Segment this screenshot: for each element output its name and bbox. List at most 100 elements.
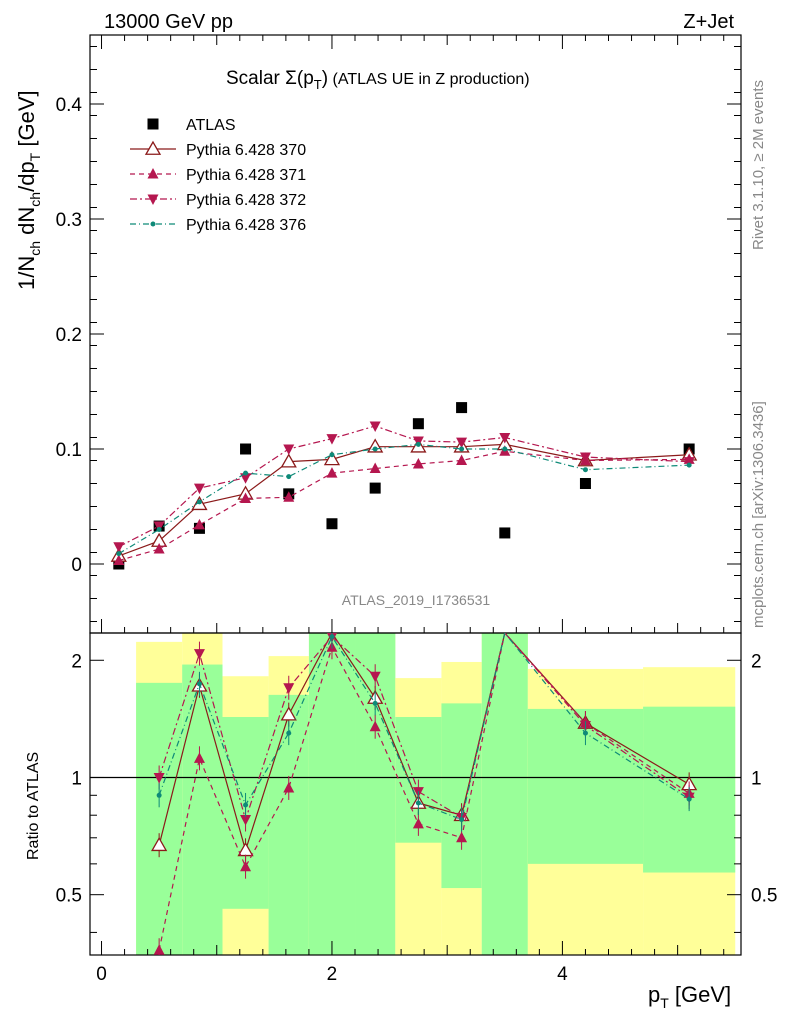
x-tick-label: 0	[96, 964, 107, 985]
ratio-data-point	[153, 772, 165, 784]
main-data-point	[116, 551, 122, 557]
main-data-point	[240, 443, 252, 455]
ratio-data-point	[686, 796, 692, 802]
legend-label: Pythia 6.428 370	[186, 142, 306, 159]
main-series-layer	[110, 402, 698, 570]
main-data-point	[369, 421, 381, 432]
ratio-y-tick-label-right: 0.5	[751, 886, 777, 907]
main-data-point	[582, 467, 588, 473]
band-green	[136, 682, 183, 955]
main-y-tick-label: 0.1	[56, 440, 82, 461]
ratio-data-point	[156, 792, 162, 798]
main-series-line	[118, 443, 690, 557]
main-data-point	[193, 483, 205, 495]
main-data-point	[280, 453, 297, 468]
legend-item: Pythia 6.428 370	[130, 140, 306, 159]
main-data-point	[579, 452, 591, 464]
x-tick-label: 4	[557, 964, 568, 985]
main-data-point	[369, 462, 381, 474]
ratio-data-point	[456, 831, 468, 843]
main-data-point	[113, 542, 125, 553]
band-green	[182, 664, 223, 955]
band-green	[481, 633, 528, 955]
ratio-data-point	[193, 752, 205, 763]
legend: ATLAS Pythia 6.428 370 Pythia 6.428 371 Pyt…	[130, 117, 306, 234]
main-data-point	[415, 441, 421, 447]
main-series-3	[113, 421, 695, 553]
main-data-point	[283, 444, 295, 455]
main-data-point	[326, 518, 338, 530]
ratio-data-point	[243, 802, 249, 808]
main-data-point	[686, 462, 692, 468]
main-data-point	[459, 446, 465, 452]
ratio-data-point	[196, 681, 202, 687]
ratio-y-tick-label-right: 2	[751, 651, 762, 672]
main-y-tick-label: 0.3	[56, 210, 82, 231]
legend-item: ATLAS	[147, 117, 236, 134]
ratio-data-point	[415, 800, 421, 806]
main-data-point	[153, 543, 165, 554]
main-y-tick-label: 0.4	[56, 95, 83, 116]
main-y-tick-label: 0.2	[56, 325, 82, 346]
analysis-id: ATLAS_2019_I1736531	[342, 592, 491, 608]
legend-item: Pythia 6.428 371	[130, 167, 306, 184]
ratio-data-point	[240, 814, 252, 826]
main-data-point	[240, 492, 252, 503]
ratio-data-point	[582, 730, 588, 736]
ratio-data-point	[153, 944, 165, 955]
main-data-point	[329, 452, 335, 458]
ratio-y-tick-label: 2	[71, 651, 82, 672]
legend-item: Pythia 6.428 372	[130, 192, 306, 209]
ratio-data-point	[240, 860, 252, 872]
ratio-y-tick-label: 1	[71, 768, 82, 789]
ratio-data-point	[283, 781, 295, 793]
ratio-data-point	[151, 836, 168, 852]
x-tick-label: 2	[327, 964, 338, 985]
main-series-line	[118, 443, 690, 555]
main-data-point	[412, 418, 424, 430]
legend-marker	[144, 140, 162, 155]
main-y-axis-label: 1/Nch dNch/dpT [GeV]	[14, 90, 43, 290]
legend-label: Pythia 6.428 376	[186, 217, 306, 234]
legend-label: ATLAS	[186, 117, 236, 134]
main-data-point	[156, 527, 162, 532]
main-data-point	[372, 446, 378, 452]
legend-marker	[150, 221, 156, 227]
plot-title: Scalar Σ(pT) (ATLAS UE in Z production)	[226, 68, 530, 92]
ratio-y-axis-label: Ratio to ATLAS	[25, 752, 42, 860]
ratio-y-tick-label: 0.5	[56, 886, 82, 907]
legend-marker	[147, 168, 159, 179]
main-data-point	[502, 446, 508, 452]
header-right: Z+Jet	[683, 11, 734, 33]
main-data-point	[499, 527, 511, 539]
main-data-point	[579, 478, 591, 489]
legend-item: Pythia 6.428 376	[130, 217, 306, 234]
ratio-data-point	[372, 700, 378, 706]
side-label-rivet: Rivet 3.1.10, ≥ 2M events	[750, 80, 767, 250]
ratio-y-tick-label-right: 1	[751, 768, 762, 789]
ratio-data-point	[369, 720, 381, 732]
ratio-data-point	[283, 683, 295, 694]
main-series-line	[118, 450, 690, 562]
main-data-point	[196, 499, 202, 505]
side-label-mcplots: mcplots.cern.ch [arXiv:1306.3436]	[750, 401, 767, 628]
main-data-point	[456, 402, 468, 414]
ratio-data-point	[369, 671, 381, 683]
ratio-uncertainty-bands	[136, 633, 736, 955]
main-data-point	[499, 433, 511, 444]
main-data-point	[193, 518, 205, 530]
ratio-data-point	[193, 649, 205, 660]
main-data-point	[240, 473, 252, 484]
main-data-point	[456, 437, 468, 449]
ratio-data-point	[280, 706, 297, 721]
axis-ticks: 0 0.1 0.2 0.3 0.4 0 2 4 0.5 0.5 1 1 2 2	[56, 35, 777, 985]
main-data-point	[153, 521, 165, 533]
ratio-data-point	[412, 817, 424, 829]
band-green	[308, 633, 356, 955]
band-green	[441, 703, 482, 889]
x-axis-label: pT [GeV]	[648, 982, 731, 1011]
main-data-point	[326, 434, 338, 445]
ratio-panel-frame	[89, 632, 742, 956]
